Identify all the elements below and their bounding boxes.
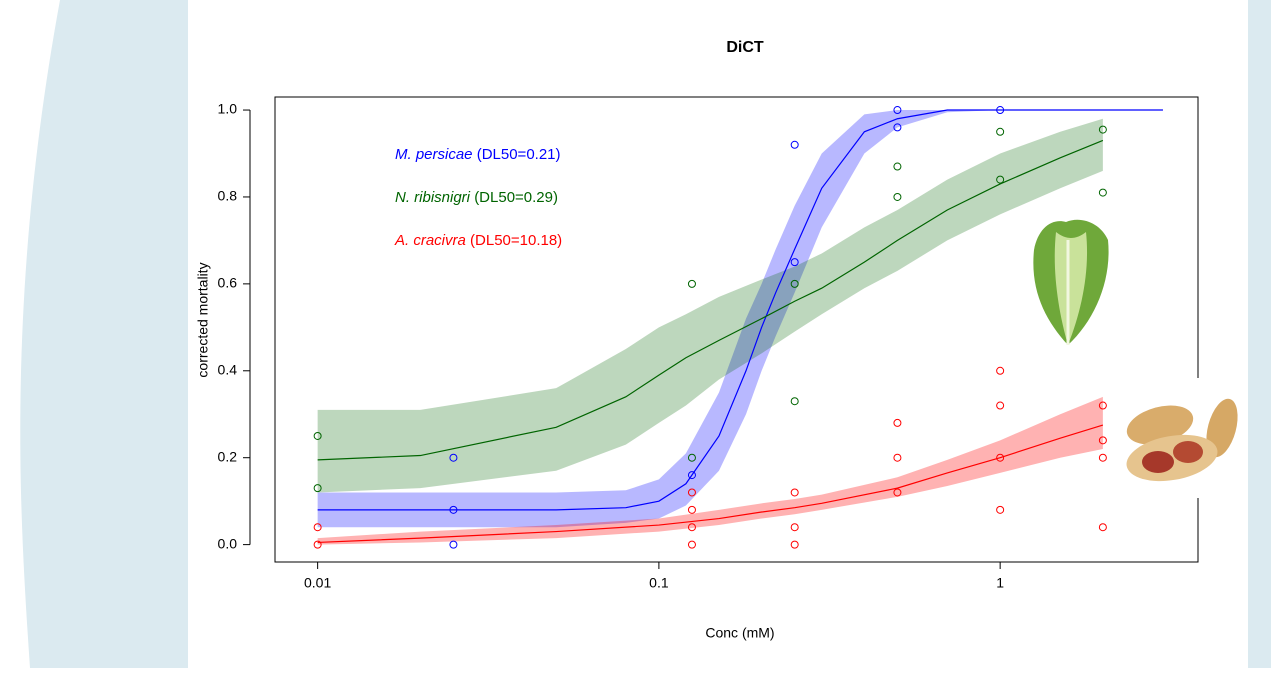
- data-point: [687, 488, 696, 497]
- legend: M. persicae (DL50=0.21) N. ribisnigri (DL…: [394, 146, 562, 249]
- data-point: [996, 453, 1005, 462]
- legend-entry: M. persicae (DL50=0.21): [395, 146, 561, 163]
- legend-entry: N. ribisnigri (DL50=0.29): [395, 189, 558, 206]
- data-point: [449, 453, 458, 462]
- data-point: [1098, 436, 1107, 445]
- data-point: [790, 523, 799, 532]
- y-tick-label: 0.0: [218, 535, 238, 551]
- fit-lines: [317, 109, 1163, 544]
- fit-line: [317, 139, 1104, 461]
- data-point: [313, 431, 322, 440]
- data-point: [687, 453, 696, 462]
- data-point: [1098, 125, 1107, 134]
- data-point: [996, 505, 1005, 514]
- data-point: [893, 192, 902, 201]
- fit-line: [317, 424, 1104, 544]
- data-point: [790, 140, 799, 149]
- legend-annotation: (DL50=0.29): [474, 189, 558, 206]
- fit-line: [317, 109, 1163, 511]
- right-decoration: [1248, 0, 1271, 668]
- peanut-image: [1115, 378, 1248, 498]
- left-decoration: [0, 0, 188, 668]
- data-point: [996, 401, 1005, 410]
- x-tick-label: 0.1: [649, 575, 669, 591]
- data-point: [1098, 401, 1107, 410]
- data-point: [1098, 453, 1107, 462]
- data-point: [790, 397, 799, 406]
- x-axis-label: Conc (mM): [705, 625, 774, 641]
- data-point: [893, 106, 902, 115]
- points: [313, 106, 1107, 549]
- y-tick-label: 1.0: [218, 101, 238, 117]
- data-point: [893, 123, 902, 132]
- y-tick-label: 0.4: [218, 361, 238, 377]
- data-point: [687, 523, 696, 532]
- data-point: [313, 484, 322, 493]
- legend-name: A. cracivra: [394, 232, 466, 249]
- x-tick-label: 0.01: [304, 575, 331, 591]
- confidence-band: [317, 118, 1103, 493]
- data-point: [996, 175, 1005, 184]
- data-point: [893, 162, 902, 171]
- bands: [317, 110, 1163, 545]
- data-point: [790, 279, 799, 288]
- data-point: [313, 540, 322, 549]
- data-point: [1098, 188, 1107, 197]
- legend-name: N. ribisnigri: [395, 189, 471, 206]
- data-point: [687, 505, 696, 514]
- data-point: [790, 488, 799, 497]
- data-point: [449, 540, 458, 549]
- x-tick-label: 1: [996, 575, 1004, 591]
- data-point: [893, 488, 902, 497]
- data-point: [996, 127, 1005, 136]
- legend-annotation: (DL50=0.21): [477, 146, 561, 163]
- data-point: [790, 540, 799, 549]
- data-point: [449, 505, 458, 514]
- data-point: [893, 453, 902, 462]
- lettuce-image: [1033, 219, 1109, 345]
- data-point: [1098, 523, 1107, 532]
- chart-title: DiCT: [726, 39, 764, 56]
- confidence-band: [317, 396, 1103, 545]
- data-point: [790, 258, 799, 267]
- data-point: [996, 366, 1005, 375]
- axes: 0.0 0.2 0.4 0.6 0.8 1.0 0.01 0.1 1: [218, 96, 1199, 591]
- legend-name: M. persicae: [395, 146, 473, 163]
- data-point: [687, 471, 696, 480]
- y-tick-label: 0.2: [218, 448, 238, 464]
- data-point: [687, 279, 696, 288]
- data-point: [687, 540, 696, 549]
- legend-entry: A. cracivra (DL50=10.18): [394, 232, 562, 249]
- y-axis-label: corrected mortality: [195, 262, 211, 377]
- y-tick-label: 0.8: [218, 188, 238, 204]
- legend-annotation: (DL50=10.18): [470, 232, 562, 249]
- data-point: [893, 418, 902, 427]
- y-tick-label: 0.6: [218, 275, 238, 291]
- data-point: [996, 106, 1005, 115]
- data-point: [313, 523, 322, 532]
